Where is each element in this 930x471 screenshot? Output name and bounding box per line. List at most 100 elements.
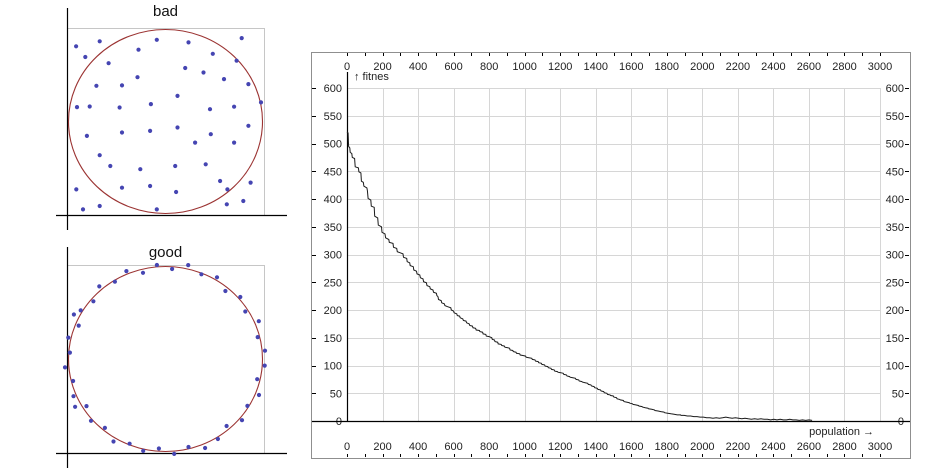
data-point [94, 83, 99, 88]
data-point [71, 312, 76, 317]
data-point [97, 203, 102, 209]
data-point [148, 128, 153, 133]
x-tick-label-top: 200 [373, 61, 391, 73]
y-tick-label-right: 100 [886, 361, 904, 373]
x-tick-label-bottom: 400 [409, 441, 427, 453]
y-tick-label-left: 300 [324, 250, 342, 262]
x-tick-label-top: 1800 [655, 61, 679, 73]
data-point [208, 132, 213, 137]
data-point [117, 105, 122, 110]
x-tick-label-top: 400 [409, 61, 427, 73]
y-tick-label-right: 400 [886, 194, 904, 206]
data-point [62, 365, 68, 370]
data-point [119, 130, 125, 135]
y-tick-label-right: 150 [886, 333, 904, 345]
fitness-curve [346, 131, 813, 421]
data-point [186, 444, 191, 450]
data-point [183, 65, 188, 71]
data-point [74, 187, 79, 192]
data-point [224, 423, 229, 429]
data-point [111, 439, 116, 444]
x-tick-label-bottom: 1400 [583, 441, 607, 453]
y-tick-label-left: 100 [324, 361, 342, 373]
x-tick-label-top: 2600 [797, 61, 821, 73]
x-tick-label-top: 2800 [832, 61, 856, 73]
data-point [119, 83, 125, 88]
data-point [255, 335, 260, 340]
target-circle [67, 265, 264, 453]
data-point [67, 350, 72, 355]
scatter-points [74, 36, 264, 212]
x-tick-label-bottom: 200 [373, 441, 391, 453]
data-point [215, 436, 220, 442]
target-circle [67, 28, 264, 215]
y-tick-label-right: 600 [886, 83, 904, 95]
data-point [97, 153, 102, 158]
y-tick-label-right: 500 [886, 139, 904, 151]
x-tick-label-top: 1200 [548, 61, 572, 73]
x-tick-label-top: 600 [444, 61, 462, 73]
y-tick-label-left: 200 [324, 305, 342, 317]
data-point [102, 425, 107, 430]
data-point [124, 269, 129, 274]
data-point [87, 104, 92, 109]
data-point [140, 270, 146, 275]
data-point [245, 403, 250, 408]
data-point [225, 187, 230, 192]
y-tick-label-left: 600 [324, 83, 342, 95]
data-point [239, 36, 244, 41]
scatter-points [62, 262, 268, 456]
x-tick-label-top: 800 [480, 61, 498, 73]
data-point [148, 102, 153, 107]
x-tick-label-top: 1000 [512, 61, 536, 73]
data-point [239, 418, 245, 423]
data-point [97, 39, 102, 44]
chart-ticks [312, 53, 909, 457]
data-point [73, 404, 78, 409]
x-tick-label-bottom: 2800 [832, 441, 856, 453]
data-point [232, 140, 237, 145]
good-plot-title: good [148, 244, 183, 261]
data-point [170, 266, 175, 272]
data-point [246, 123, 251, 128]
data-point [106, 61, 111, 66]
data-point [232, 104, 237, 109]
x-tick-label-top: 1600 [619, 61, 643, 73]
bad-scatter-plot [56, 8, 287, 230]
chart-grid [347, 88, 881, 421]
y-tick-label-right: 50 [892, 388, 904, 400]
x-tick-label-bottom: 600 [444, 441, 462, 453]
data-point [186, 263, 191, 268]
data-point [91, 299, 96, 304]
y-tick-label-right: 200 [886, 305, 904, 317]
x-tick-label-top: 2400 [761, 61, 785, 73]
data-point [108, 163, 113, 169]
data-point [173, 163, 178, 169]
data-point [203, 445, 208, 451]
data-point [201, 70, 206, 75]
data-point [83, 54, 88, 60]
data-point [193, 140, 198, 145]
data-point [136, 47, 141, 52]
y-tick-label-left: 150 [324, 333, 342, 345]
data-point [243, 309, 248, 314]
data-point [256, 319, 261, 324]
x-axis-label: population → [809, 426, 874, 438]
data-point [214, 275, 220, 280]
data-point [238, 294, 243, 300]
y-tick-label-left: 250 [324, 277, 342, 289]
x-tick-label-bottom: 2000 [690, 441, 714, 453]
data-point [71, 394, 76, 399]
x-tick-label-top: 0 [344, 61, 350, 73]
data-point [175, 125, 180, 130]
data-point [97, 284, 102, 289]
bad-plot-title: bad [152, 3, 179, 20]
data-point [127, 441, 132, 446]
y-tick-label-right: 300 [886, 250, 904, 262]
y-tick-label-right: 450 [886, 166, 904, 178]
data-point [207, 107, 213, 112]
data-point [88, 418, 94, 423]
x-tick-label-bottom: 2600 [797, 441, 821, 453]
data-point [248, 180, 253, 185]
